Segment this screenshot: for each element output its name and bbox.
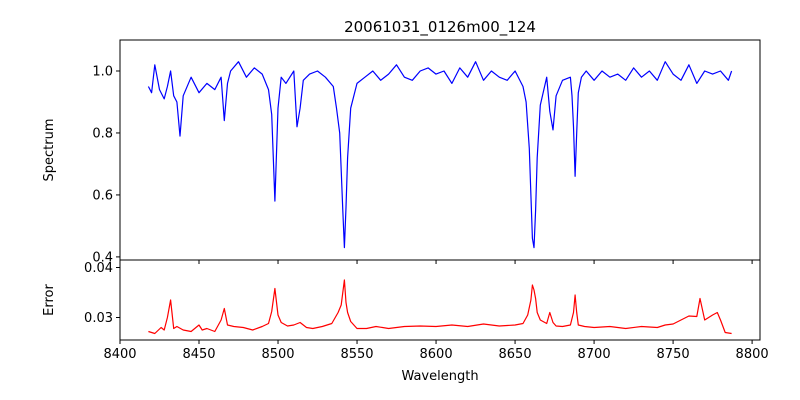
error-x-tick-label: 8450 — [182, 347, 215, 362]
error-x-tick-label: 8750 — [657, 347, 690, 362]
error-x-tick-label: 8700 — [578, 347, 611, 362]
error-x-tick-label: 8500 — [261, 347, 294, 362]
error-x-tick-label: 8400 — [103, 347, 136, 362]
error-x-tick-label: 8650 — [499, 347, 532, 362]
error-panel: 0.03 0.04 8400 8450 8500 8550 8600 8650 8700 8750… — [84, 259, 769, 362]
spectrum-panel: 0.4 0.6 0.8 1.0 — [92, 39, 761, 265]
chart-title: 20061031_0126m00_124 — [344, 18, 536, 37]
wavelength-axis-label: Wavelength — [401, 369, 478, 384]
error-x-tick-label: 8600 — [420, 347, 453, 362]
error-x-tick-label: 8800 — [736, 347, 769, 362]
spectrum-series-line — [147, 61, 733, 249]
error-y-tick-label: 0.03 — [84, 311, 113, 326]
error-axis-label: Error — [42, 284, 57, 316]
error-x-tick-label: 8550 — [340, 347, 373, 362]
spectrum-y-tick-label: 0.8 — [92, 126, 113, 141]
error-y-tick-label: 0.04 — [84, 261, 113, 276]
spectrum-y-tick-label: 1.0 — [92, 64, 113, 79]
spectrum-axis-label: Spectrum — [42, 119, 57, 182]
error-series-line — [148, 279, 732, 335]
error-plot-frame — [119, 259, 761, 341]
spectrum-y-tick-label: 0.6 — [92, 188, 113, 203]
spectrum-y-tick-label: 0.4 — [92, 250, 113, 265]
